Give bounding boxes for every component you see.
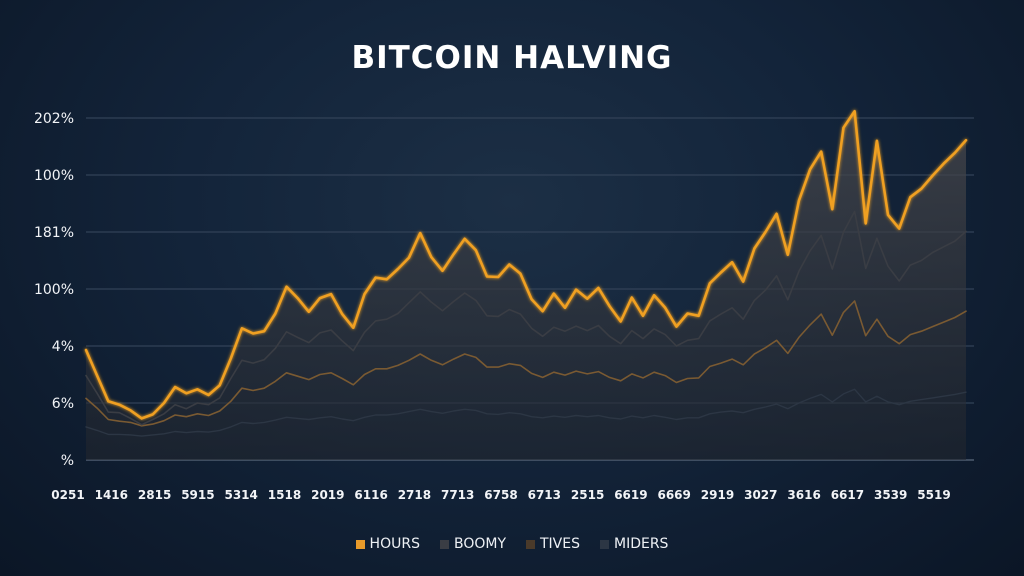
x-tick-label: 6116: [354, 488, 387, 502]
x-tick-label: 2718: [398, 488, 431, 502]
legend-label-hours: HOURS: [369, 536, 420, 552]
x-tick-label: 5519: [917, 488, 950, 502]
series-line-boomy: [85, 210, 967, 426]
x-tick-label: 1518: [268, 488, 301, 502]
x-tick-label: 2019: [311, 488, 344, 502]
x-tick-label: 3616: [787, 488, 820, 502]
area-fills: [86, 111, 966, 460]
x-tick-label: 6758: [484, 488, 517, 502]
chart-title: BITCOIN HALVING: [351, 40, 673, 76]
legend-label-tives: TIVES: [540, 536, 580, 552]
x-tick-label: 6617: [831, 488, 864, 502]
legend-item-miders: MIDERS: [600, 536, 668, 552]
y-tick-label: 100%: [34, 168, 74, 184]
legend-item-hours: HOURS: [355, 536, 420, 552]
x-tick-label: 5915: [181, 488, 214, 502]
area-fill: [86, 111, 966, 460]
legend-swatch-boomy: [439, 539, 449, 549]
legend-label-miders: MIDERS: [614, 536, 669, 552]
x-tick-label: 5314: [224, 488, 257, 502]
x-tick-label: 2919: [701, 488, 734, 502]
x-tick-label: 6619: [614, 488, 647, 502]
x-tick-label: 2815: [138, 488, 171, 502]
y-tick-label: 4%: [52, 339, 74, 355]
x-tick-label: 1416: [95, 488, 128, 502]
y-tick-label: 202%: [34, 111, 74, 127]
y-tick-label: 100%: [34, 282, 74, 298]
series-lines: [84, 109, 968, 437]
x-tick-label: 0251: [51, 488, 84, 502]
legend-label-boomy: BOOMY: [453, 536, 506, 552]
x-tick-label: 3027: [744, 488, 777, 502]
y-axis-ticks: 202% 100% 181% 100% 4% 6%%: [34, 111, 74, 469]
x-axis-ticks: 0251 1416 2815 5915 5314 1518 2019 6116 2718 7713…: [51, 488, 950, 502]
x-tick-label: 3539: [874, 488, 907, 502]
legend-item-tives: TIVES: [526, 536, 580, 552]
y-tick-label: 181%: [34, 225, 74, 241]
x-tick-label: 7713: [441, 488, 474, 502]
series-line-miders: [85, 388, 967, 437]
legend-swatch-tives: [526, 539, 535, 549]
series-line-hours: [84, 109, 968, 420]
x-tick-label: 6669: [657, 488, 690, 502]
legend: HOURS BOOMY TIVES MIDERS: [0, 536, 1024, 552]
y-tick-label: 6%: [52, 396, 74, 412]
legend-item-boomy: BOOMY: [439, 536, 506, 552]
x-tick-label: 2515: [571, 488, 604, 502]
x-tick-label: 6713: [528, 488, 561, 502]
y-tick-label: %: [61, 453, 74, 469]
legend-swatch-miders: [600, 539, 609, 549]
series-line-tives: [85, 300, 967, 427]
legend-swatch-hours: [355, 539, 365, 549]
